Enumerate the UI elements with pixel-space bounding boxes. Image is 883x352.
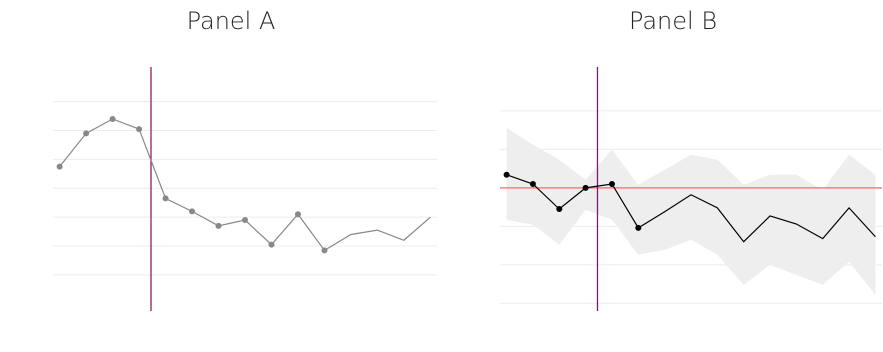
- point: [321, 247, 328, 254]
- point: [582, 184, 589, 191]
- point: [608, 180, 615, 187]
- series-line: [506, 174, 876, 243]
- point: [556, 206, 563, 213]
- point: [635, 224, 642, 231]
- point: [136, 126, 143, 133]
- point: [503, 171, 510, 178]
- point: [189, 208, 196, 215]
- point: [83, 130, 90, 137]
- point: [529, 180, 536, 187]
- panel-title: Panel A: [187, 7, 276, 35]
- point: [162, 195, 169, 202]
- point: [109, 115, 116, 122]
- point: [242, 217, 248, 224]
- point: [268, 241, 275, 248]
- panel-title: Panel B: [629, 7, 717, 35]
- point: [294, 211, 301, 218]
- point: [56, 163, 63, 170]
- point: [215, 222, 222, 229]
- series-line: [59, 118, 431, 252]
- confidence-band: [506, 127, 876, 295]
